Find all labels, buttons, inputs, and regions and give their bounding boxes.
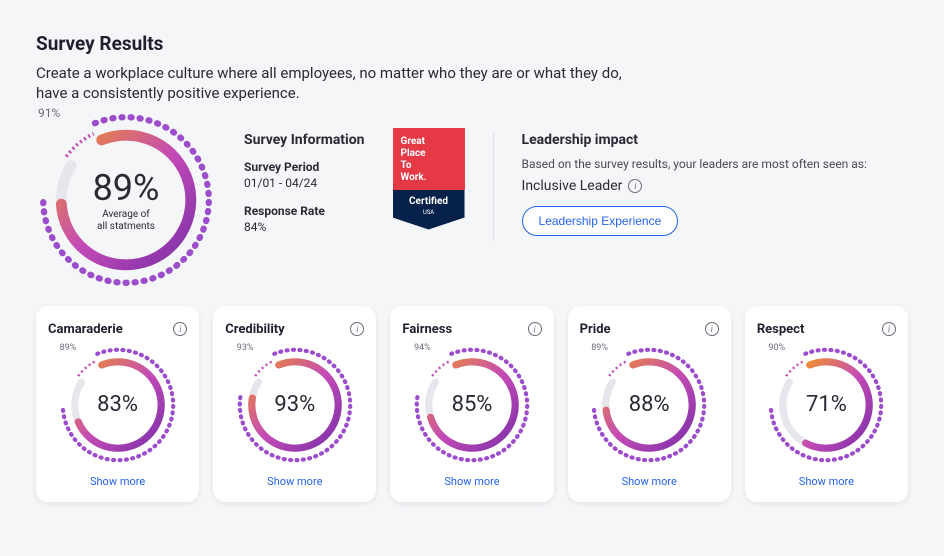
info-icon[interactable]: i [628, 179, 642, 193]
card-title: Pride [580, 322, 611, 337]
show-more-link[interactable]: Show more [757, 475, 896, 488]
info-icon[interactable]: i [528, 322, 542, 336]
show-more-link[interactable]: Show more [48, 475, 187, 488]
card-dial: 90% 71% [766, 345, 886, 465]
leadership-panel: Leadership impact Based on the survey re… [522, 110, 908, 237]
leadership-body: Based on the survey results, your leader… [522, 156, 908, 173]
card-dial: 89% 83% [58, 345, 178, 465]
card-title: Credibility [225, 322, 285, 337]
gptw-badge-bottom: Certified USA [393, 190, 465, 230]
metric-card: Credibility i 93% 93% Show more [213, 306, 376, 502]
gptw-badge-top: Great Place To Work. [393, 128, 465, 190]
response-rate-value: 84% [244, 220, 365, 234]
info-icon[interactable]: i [882, 322, 896, 336]
metric-cards-row: Camaraderie i 89% 83% Show more Credibil… [36, 306, 908, 502]
main-dial-pct: 89% [93, 167, 160, 209]
response-rate-label: Response Rate [244, 204, 365, 218]
metric-card: Fairness i 94% 85% Show more [390, 306, 553, 502]
survey-period-label: Survey Period [244, 160, 365, 174]
main-dial-sub1: Average of [102, 209, 150, 221]
card-dial-pct: 83% [97, 392, 138, 417]
card-dial: 93% 93% [235, 345, 355, 465]
page-title: Survey Results [36, 32, 908, 55]
card-dial: 94% 85% [412, 345, 532, 465]
survey-period-value: 01/01 - 04/24 [244, 176, 365, 190]
card-dial-pct: 85% [452, 392, 493, 417]
survey-info: Survey Information Survey Period 01/01 -… [244, 110, 365, 248]
summary-row: 91% 89% Average of all statments Survey … [36, 110, 908, 290]
card-title: Camaraderie [48, 322, 123, 337]
leadership-role: Inclusive Leader i [522, 178, 908, 194]
survey-info-heading: Survey Information [244, 132, 365, 148]
metric-card: Camaraderie i 89% 83% Show more [36, 306, 199, 502]
info-icon[interactable]: i [173, 322, 187, 336]
card-title: Fairness [402, 322, 452, 337]
leadership-heading: Leadership impact [522, 132, 908, 148]
show-more-link[interactable]: Show more [580, 475, 719, 488]
metric-card: Pride i 89% 88% Show more [568, 306, 731, 502]
info-icon[interactable]: i [350, 322, 364, 336]
info-icon[interactable]: i [705, 322, 719, 336]
card-dial: 89% 88% [589, 345, 709, 465]
card-title: Respect [757, 322, 805, 337]
show-more-link[interactable]: Show more [225, 475, 364, 488]
main-dial: 91% 89% Average of all statments [36, 110, 216, 290]
vertical-divider [493, 132, 494, 242]
metric-card: Respect i 90% 71% Show more [745, 306, 908, 502]
main-dial-sub2: all statments [97, 221, 155, 233]
card-dial-pct: 71% [806, 392, 847, 417]
leadership-experience-button[interactable]: Leadership Experience [522, 206, 679, 236]
gptw-badge-col: Great Place To Work. Certified USA [393, 110, 465, 230]
page-subtitle: Create a workplace culture where all emp… [36, 63, 656, 104]
show-more-link[interactable]: Show more [402, 475, 541, 488]
gptw-badge: Great Place To Work. Certified USA [393, 128, 465, 230]
card-dial-pct: 88% [629, 392, 670, 417]
card-dial-pct: 93% [274, 392, 315, 417]
